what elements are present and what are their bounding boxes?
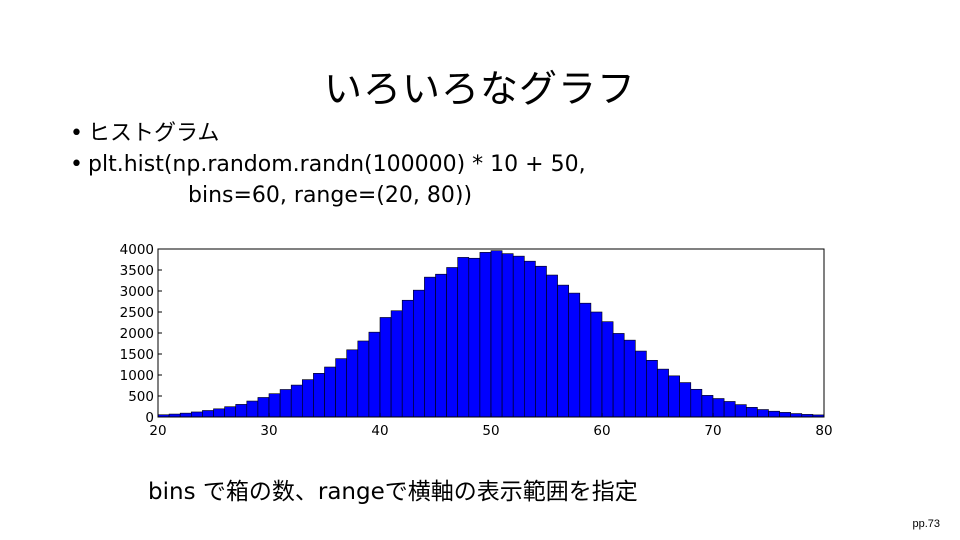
y-tick-label: 1500 bbox=[120, 347, 154, 363]
histogram-bar bbox=[779, 412, 791, 418]
x-tick-label: 70 bbox=[704, 423, 721, 439]
page-number: pp.73 bbox=[912, 518, 940, 530]
histogram-bar bbox=[412, 289, 425, 418]
histogram-bar bbox=[679, 382, 692, 418]
histogram-bar bbox=[512, 255, 525, 418]
caption: bins で箱の数、rangeで横軸の表示範囲を指定 bbox=[148, 479, 638, 505]
bullet-item-code-continuation: bins=60, range=(20, 80)) bbox=[188, 183, 473, 208]
histogram-bar bbox=[634, 350, 647, 418]
histogram-bar bbox=[657, 368, 669, 418]
histogram-bar bbox=[546, 274, 558, 418]
histogram-bar bbox=[723, 401, 736, 418]
histogram-bar bbox=[623, 339, 636, 418]
histogram-bar bbox=[224, 406, 237, 418]
histogram-bar bbox=[246, 400, 259, 418]
histogram-bar bbox=[213, 408, 225, 418]
histogram-bar bbox=[257, 397, 270, 418]
histogram-bar bbox=[501, 253, 514, 418]
histogram-bar bbox=[324, 366, 336, 418]
histogram-bar bbox=[268, 393, 281, 418]
histogram-bar bbox=[557, 284, 569, 418]
bullet-dot-icon: • bbox=[70, 121, 83, 146]
histogram-bar bbox=[479, 252, 492, 418]
histogram-bar bbox=[612, 333, 625, 418]
histogram-bar bbox=[590, 311, 603, 418]
y-tick-label: 3500 bbox=[120, 263, 154, 279]
histogram-bar bbox=[734, 404, 747, 418]
histogram-bar bbox=[346, 349, 359, 418]
histogram-bar bbox=[712, 398, 725, 418]
bullet-text: plt.hist(np.random.randn(100000) * 10 + … bbox=[88, 152, 586, 177]
histogram-bar bbox=[357, 340, 370, 418]
x-tick-label: 20 bbox=[149, 423, 166, 439]
histogram-bar bbox=[579, 302, 592, 418]
histogram-bar bbox=[523, 260, 536, 418]
histogram-bar bbox=[301, 379, 314, 418]
bullet-dot-icon: • bbox=[70, 152, 83, 177]
histogram-bar bbox=[290, 384, 303, 418]
bullet-list: • ヒストグラム • plt.hist(np.random.randn(100000… bbox=[70, 118, 586, 211]
histogram-bar bbox=[745, 407, 758, 418]
y-tick-label: 4000 bbox=[120, 242, 154, 258]
histogram-bar bbox=[535, 265, 547, 418]
histogram-bar bbox=[335, 358, 348, 418]
histogram-bar bbox=[179, 412, 192, 418]
histogram-bar bbox=[191, 411, 203, 418]
x-tick-label: 50 bbox=[482, 423, 499, 439]
histogram-bar bbox=[646, 359, 658, 418]
x-tick-label: 40 bbox=[371, 423, 388, 439]
histogram-bar bbox=[701, 395, 714, 418]
histogram-bar bbox=[768, 410, 780, 418]
histogram-bar bbox=[457, 257, 470, 418]
x-axis-ticks: 20 30 40 50 60 70 80 bbox=[149, 413, 833, 439]
y-tick-label: 2000 bbox=[120, 326, 154, 342]
histogram-bar bbox=[401, 299, 414, 418]
histogram-bar bbox=[568, 292, 581, 418]
y-tick-label: 0 bbox=[145, 410, 154, 426]
histogram-bar bbox=[424, 276, 436, 418]
histogram-bar bbox=[490, 250, 503, 418]
histogram-bar bbox=[379, 317, 392, 418]
histogram-bar bbox=[313, 373, 325, 418]
histogram-bar bbox=[390, 310, 403, 418]
bullet-text: ヒストグラム bbox=[88, 121, 220, 146]
histogram-bar bbox=[446, 267, 459, 418]
histogram-bar bbox=[435, 273, 447, 418]
x-tick-label: 30 bbox=[260, 423, 277, 439]
histogram-bar bbox=[468, 257, 481, 418]
histogram-bar bbox=[202, 410, 214, 418]
y-tick-label: 2500 bbox=[120, 305, 154, 321]
histogram-bar bbox=[668, 375, 680, 418]
bullet-item-code: • plt.hist(np.random.randn(100000) * 10 +… bbox=[70, 149, 586, 180]
y-tick-label: 3000 bbox=[120, 284, 154, 300]
bullet-item-histogram: • ヒストグラム bbox=[70, 118, 586, 149]
y-tick-label: 500 bbox=[128, 389, 154, 405]
histogram-bars bbox=[157, 250, 825, 418]
histogram-bar bbox=[601, 321, 614, 418]
y-axis-ticks: 0 500 1000 1500 2000 2500 3000 3500 4000 bbox=[120, 242, 162, 426]
histogram-bar bbox=[690, 388, 703, 418]
histogram-bar bbox=[790, 413, 803, 418]
histogram-bar bbox=[757, 409, 769, 418]
histogram-bar bbox=[235, 404, 248, 418]
x-tick-label: 80 bbox=[815, 423, 832, 439]
slide-title: いろいろなグラフ bbox=[323, 67, 636, 111]
histogram-bar bbox=[279, 389, 292, 418]
x-tick-label: 60 bbox=[593, 423, 610, 439]
histogram-bar bbox=[368, 331, 381, 418]
y-tick-label: 1000 bbox=[120, 368, 154, 384]
